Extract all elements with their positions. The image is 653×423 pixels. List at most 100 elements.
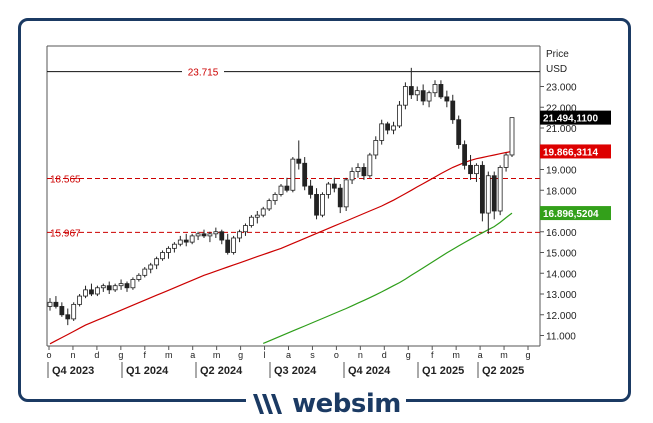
- candle-body: [491, 175, 497, 212]
- candle-body: [124, 283, 130, 289]
- y-tick-label: 19.000: [546, 166, 577, 177]
- candle-body: [343, 179, 349, 208]
- candle-body: [243, 225, 248, 233]
- candle-body: [385, 123, 391, 131]
- candle-body: [100, 285, 106, 289]
- x-tick-label: a: [286, 350, 291, 360]
- candle-body: [225, 239, 231, 253]
- candle-body: [83, 289, 88, 297]
- candle-body: [361, 167, 367, 177]
- candle-body: [272, 193, 278, 202]
- candle-body: [391, 125, 396, 131]
- candle-body: [77, 295, 83, 305]
- candle-body: [355, 167, 361, 172]
- x-tick-label: g: [525, 350, 530, 360]
- candle-body: [320, 193, 325, 216]
- candle-body: [148, 264, 154, 270]
- x-tick-label: m: [213, 350, 221, 360]
- candle-body: [331, 183, 337, 189]
- candle-body: [177, 239, 183, 245]
- candle-body: [450, 100, 456, 121]
- candle-body: [254, 214, 260, 218]
- chart-plot-area: [46, 45, 541, 347]
- candles: [47, 67, 515, 326]
- candle-body: [485, 175, 491, 214]
- candle-body: [160, 252, 165, 260]
- candle-body: [414, 90, 420, 96]
- x-tick-label: f: [431, 350, 434, 360]
- candle-body: [337, 187, 343, 208]
- x-tick-label: n: [358, 350, 363, 360]
- green-ma-tag-bg: [540, 206, 611, 221]
- x-tick-label: a: [478, 350, 483, 360]
- y-tick-label: 14.000: [546, 269, 577, 280]
- y-tick-label: 12.000: [546, 311, 577, 322]
- candle-body: [231, 237, 237, 253]
- candle-body: [118, 283, 124, 287]
- candle-body: [201, 233, 207, 237]
- candle-body: [136, 274, 142, 280]
- candle-body: [183, 239, 189, 243]
- axes: 11.00012.00013.00014.00015.00016.00017.0…: [46, 49, 577, 378]
- candle-body: [189, 235, 195, 243]
- candle-body: [462, 144, 468, 166]
- quarter-label: Q1 2024: [126, 365, 169, 377]
- x-tick-label: s: [310, 350, 315, 360]
- x-tick-label: g: [238, 350, 243, 360]
- y-tick-label: 18.000: [546, 186, 577, 197]
- moving-average-red: [49, 150, 513, 345]
- y-tick-label: 11.000: [546, 332, 576, 343]
- candle-body: [456, 119, 462, 145]
- websim-logo-icon: [253, 394, 283, 414]
- last-price-tag-bg: [540, 110, 611, 125]
- price-tags: 21.494,1100 19.866,3114 16.896,5204: [540, 110, 611, 221]
- candle-body: [290, 158, 296, 191]
- candle-body: [474, 164, 479, 175]
- x-tick-label: o: [334, 350, 339, 360]
- green-ma-tag: 16.896,5204: [543, 209, 599, 220]
- candle-body: [59, 306, 65, 316]
- candle-body: [503, 154, 509, 168]
- candle-body: [219, 231, 225, 241]
- last-price-tag: 21.494,1100: [543, 114, 598, 125]
- candle-body: [479, 164, 485, 214]
- candle-body: [308, 185, 314, 195]
- candle-body: [397, 104, 402, 127]
- x-tick-label: m: [452, 350, 460, 360]
- quarter-label: Q4 2023: [52, 365, 94, 377]
- quarter-label: Q3 2024: [274, 365, 317, 377]
- candle-body: [47, 301, 53, 307]
- y-tick-label: 22.000: [546, 103, 577, 114]
- x-tick-label: m: [165, 350, 173, 360]
- x-tick-label: d: [94, 350, 99, 360]
- candle-body: [349, 171, 355, 181]
- candle-body: [497, 167, 503, 212]
- candle-body: [373, 140, 379, 156]
- x-tick-label: o: [46, 350, 51, 360]
- candle-body: [302, 162, 308, 187]
- candle-body: [444, 96, 450, 102]
- y-tick-label: 23.000: [546, 83, 577, 94]
- x-tick-label: l: [264, 350, 266, 360]
- candle-body: [432, 84, 438, 94]
- candle-body: [166, 247, 171, 253]
- x-tick-label: a: [190, 350, 195, 360]
- level-label-bg: [182, 64, 224, 78]
- candle-body: [207, 233, 213, 237]
- candle-body: [408, 86, 414, 96]
- x-tick-label: g: [406, 350, 411, 360]
- candle-body: [468, 164, 473, 175]
- quarter-label: Q2 2024: [200, 365, 243, 377]
- candle-body: [142, 268, 148, 276]
- candle-body: [296, 158, 302, 164]
- y-tick-label: 21.000: [546, 124, 577, 135]
- y-tick-label: 15.000: [546, 249, 577, 260]
- candle-body: [314, 193, 319, 216]
- candle-body: [94, 287, 100, 295]
- candle-body: [402, 86, 408, 106]
- candle-body: [65, 314, 71, 320]
- x-tick-label: m: [500, 350, 508, 360]
- x-tick-label: n: [70, 350, 75, 360]
- red-ma-tag: 19.866,3114: [543, 147, 598, 158]
- candle-body: [509, 117, 515, 156]
